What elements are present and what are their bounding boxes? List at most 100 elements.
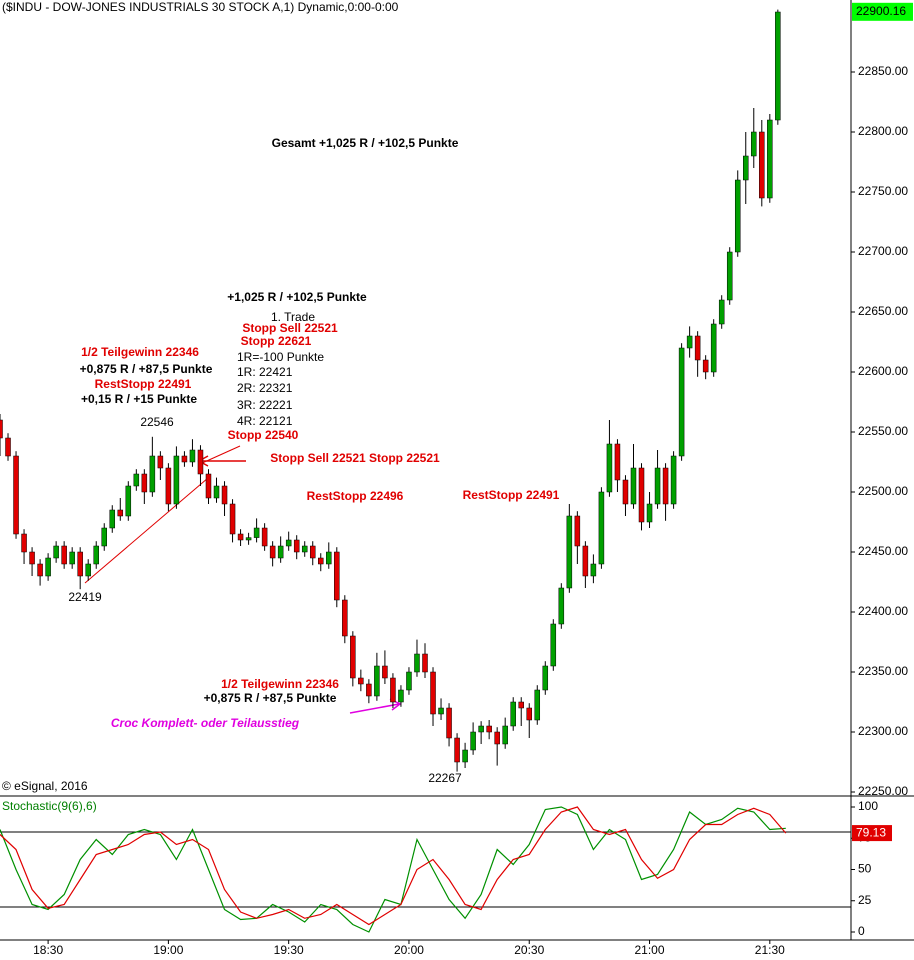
candle-body [261,527,268,547]
annotation: 3R: 22221 [237,398,293,412]
candle-body [293,539,300,553]
candle-body [53,545,59,559]
annotation: Stopp 22540 [228,428,299,442]
candle-body [590,563,597,577]
candle-body [542,665,549,691]
annotation: Stopp 22621 [241,334,312,348]
annotation: 22419 [68,590,102,604]
annotation: RestStopp 22491 [95,377,192,391]
y-tick-label: 0 [858,924,865,938]
candle-body [398,689,404,703]
candle-body [269,545,276,559]
candle-body [5,437,11,457]
candle-body [350,635,356,679]
candle-body [45,557,51,577]
candle-body [478,725,484,733]
candle-body [21,533,27,553]
candle-body [566,515,573,589]
y-tick-label: 22650.00 [858,304,908,318]
annotation: +0,875 R / +87,5 Punkte [204,691,337,705]
candle-body [109,509,116,529]
candle-body [614,443,621,481]
candle-body [462,749,468,763]
y-tick-label: 22250.00 [858,784,908,798]
x-tick-label: 21:30 [755,943,785,957]
annotation: © eSignal, 2016 [2,779,88,793]
arrow [349,703,400,714]
y-tick-label: 22600.00 [858,364,908,378]
candle-body [13,455,19,535]
annotation: 1R: 22421 [237,365,293,379]
candle-body [406,671,412,691]
candle-body [598,491,605,565]
x-tick-label: 19:00 [153,943,183,957]
candle-body [646,503,653,523]
annotation: RestStopp 22491 [463,488,560,502]
candle-body [149,455,156,493]
candle-body [414,653,420,673]
candle-body [726,251,733,301]
y-tick-label: 22350.00 [858,664,908,678]
candle-body [0,419,3,439]
candle-body [775,11,781,121]
candle-body [430,671,436,715]
chart-title: ($INDU - DOW-JONES INDUSTRIALS 30 STOCK … [2,0,399,14]
candle-body [374,665,380,697]
candle-body [326,551,332,565]
candle-body [334,551,340,601]
candle-body [502,725,508,745]
annotation: +0,875 R / +87,5 Punkte [80,362,213,376]
candle-body [446,707,452,739]
candle-body [117,509,124,517]
y-tick-label: 25 [858,893,872,907]
candle-body [101,527,107,547]
candle-body [157,455,164,469]
candle-body [85,563,91,577]
candle-body [606,443,613,493]
y-tick-label: 50 [858,862,872,876]
annotation: Croc Komplett- oder Teilausstieg [111,716,300,730]
candle-body [702,359,709,373]
candle-body [630,467,637,505]
y-tick-label: 22300.00 [858,724,908,738]
annotation: Stopp Sell 22521 [242,321,338,335]
candle-body [93,545,99,565]
candle-body [438,707,444,715]
candle-body [422,653,428,673]
candle-body [662,467,669,505]
candle-body [213,485,220,499]
candle-body [751,131,757,157]
candle-body [574,515,581,547]
candle-body [277,545,284,559]
x-tick-label: 20:00 [394,943,424,957]
candle-body [670,455,677,505]
candle-body [486,725,492,733]
last-value-label: 79.13 [856,825,886,839]
annotation: 1R=-100 Punkte [237,350,324,364]
candle-body [125,485,132,517]
indicator-title: Stochastic(9(6),6) [2,799,97,813]
candle-body [173,455,180,505]
y-tick-label: 22450.00 [858,544,908,558]
candle-body [550,623,557,667]
candle-body [710,323,717,373]
last-value-box [852,825,892,842]
y-tick-label: 22550.00 [858,424,908,438]
annotation: 1/2 Teilgewinn 22346 [221,677,339,691]
candle-body [309,545,316,559]
candle-body [181,455,188,463]
candle-body [494,731,500,745]
candle-body [358,677,364,685]
annotation: 1/2 Teilgewinn 22346 [81,345,199,359]
y-tick-label: 22700.00 [858,244,908,258]
candle-body [133,473,140,487]
x-tick-label: 21:00 [635,943,665,957]
candle-body [318,557,324,565]
candle-body [743,155,749,181]
candle-body [534,689,541,721]
annotation: +0,15 R / +15 Punkte [81,392,197,406]
x-tick-label: 20:30 [514,943,544,957]
trend-line [84,477,209,584]
annotation: 22267 [428,771,462,785]
